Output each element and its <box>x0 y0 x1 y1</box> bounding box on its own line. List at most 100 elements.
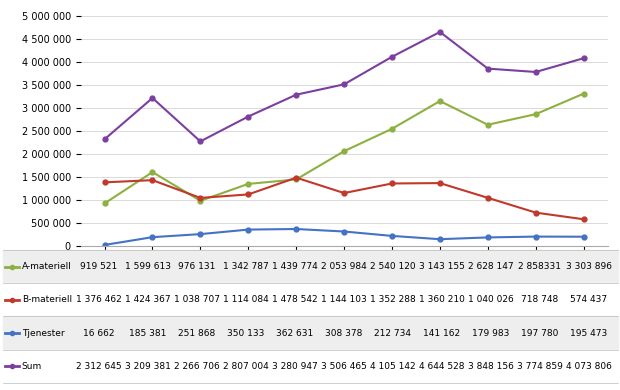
Text: 3 774 859: 3 774 859 <box>517 362 562 370</box>
Text: 1 439 774: 1 439 774 <box>272 262 317 271</box>
Tjenester <box>149 235 156 239</box>
Text: 3 506 465: 3 506 465 <box>321 362 366 370</box>
Line: A-materiell: A-materiell <box>102 91 586 206</box>
Sum <box>580 56 587 60</box>
Line: B-materiell: B-materiell <box>102 175 586 222</box>
Text: 212 734: 212 734 <box>374 328 411 337</box>
B-materiell <box>340 191 348 195</box>
A-materiell <box>293 177 300 182</box>
B-materiell <box>197 195 204 200</box>
Text: 195 473: 195 473 <box>570 328 608 337</box>
Text: 2 312 645: 2 312 645 <box>76 362 122 370</box>
Text: 2 628 147: 2 628 147 <box>468 262 513 271</box>
Text: 362 631: 362 631 <box>276 328 314 337</box>
Bar <box>3 349 618 383</box>
Text: 141 162: 141 162 <box>423 328 460 337</box>
Text: 2 053 984: 2 053 984 <box>321 262 366 271</box>
B-materiell <box>388 181 396 186</box>
Text: 3 280 947: 3 280 947 <box>272 362 317 370</box>
Text: 2 807 004: 2 807 004 <box>223 362 268 370</box>
Text: 1 114 084: 1 114 084 <box>223 295 268 304</box>
Sum <box>101 137 108 142</box>
Text: 1 599 613: 1 599 613 <box>125 262 171 271</box>
Line: Sum: Sum <box>102 30 586 144</box>
Sum <box>436 30 444 34</box>
Text: 976 131: 976 131 <box>178 262 216 271</box>
Text: 251 868: 251 868 <box>178 328 216 337</box>
Sum <box>197 139 204 144</box>
Text: 179 983: 179 983 <box>472 328 510 337</box>
Text: 308 378: 308 378 <box>325 328 363 337</box>
Text: 4 105 142: 4 105 142 <box>370 362 415 370</box>
Text: 4 644 528: 4 644 528 <box>419 362 464 370</box>
Bar <box>3 316 618 349</box>
B-materiell <box>149 178 156 183</box>
Text: 1 424 367: 1 424 367 <box>125 295 170 304</box>
Text: 3 143 155: 3 143 155 <box>419 262 464 271</box>
Tjenester <box>293 227 300 231</box>
Tjenester <box>197 232 204 236</box>
A-materiell <box>436 99 444 103</box>
A-materiell <box>197 199 204 203</box>
Tjenester <box>340 229 348 234</box>
Tjenester <box>532 234 539 239</box>
Text: 1 144 103: 1 144 103 <box>321 295 366 304</box>
Text: 1 360 210: 1 360 210 <box>419 295 464 304</box>
Sum <box>149 96 156 100</box>
A-materiell <box>101 201 108 206</box>
Tjenester <box>388 234 396 238</box>
Text: 185 381: 185 381 <box>129 328 167 337</box>
Text: 16 662: 16 662 <box>83 328 115 337</box>
A-materiell <box>532 112 539 117</box>
Text: 1 376 462: 1 376 462 <box>76 295 122 304</box>
Sum <box>244 114 252 119</box>
Text: 1 040 026: 1 040 026 <box>468 295 513 304</box>
Tjenester <box>484 235 492 240</box>
Text: 718 748: 718 748 <box>521 295 559 304</box>
Text: 3 848 156: 3 848 156 <box>468 362 513 370</box>
A-materiell <box>580 91 587 96</box>
Sum <box>293 92 300 97</box>
Text: A-materiell: A-materiell <box>22 262 71 271</box>
Text: 1 352 288: 1 352 288 <box>370 295 415 304</box>
B-materiell <box>580 217 587 222</box>
Tjenester <box>580 234 587 239</box>
Text: 574 437: 574 437 <box>570 295 607 304</box>
Text: B-materiell: B-materiell <box>22 295 72 304</box>
B-materiell <box>293 176 300 180</box>
Text: 1 342 787: 1 342 787 <box>223 262 268 271</box>
Tjenester <box>244 227 252 232</box>
A-materiell <box>149 170 156 174</box>
Text: 3 209 381: 3 209 381 <box>125 362 170 370</box>
Text: 2 540 120: 2 540 120 <box>370 262 415 271</box>
B-materiell <box>244 192 252 197</box>
B-materiell <box>484 195 492 200</box>
A-materiell <box>388 126 396 131</box>
Text: Sum: Sum <box>22 362 42 370</box>
A-materiell <box>244 182 252 186</box>
Bar <box>3 283 618 316</box>
B-materiell <box>532 210 539 215</box>
Bar <box>3 250 618 283</box>
Text: 1 038 707: 1 038 707 <box>174 295 220 304</box>
Text: 3 303 896: 3 303 896 <box>565 262 612 271</box>
Tjenester <box>101 243 108 247</box>
Text: 350 133: 350 133 <box>227 328 265 337</box>
A-materiell <box>340 149 348 154</box>
Text: 4 073 806: 4 073 806 <box>566 362 611 370</box>
Line: Tjenester: Tjenester <box>102 227 586 247</box>
Text: 2 266 706: 2 266 706 <box>174 362 219 370</box>
Tjenester <box>436 237 444 241</box>
Sum <box>340 82 348 87</box>
Sum <box>532 70 539 74</box>
Text: 2 858331: 2 858331 <box>518 262 561 271</box>
Text: 1 478 542: 1 478 542 <box>272 295 317 304</box>
Text: Tjenester: Tjenester <box>22 328 64 337</box>
B-materiell <box>436 181 444 185</box>
B-materiell <box>101 180 108 185</box>
Sum <box>484 66 492 71</box>
A-materiell <box>484 122 492 127</box>
Text: 919 521: 919 521 <box>80 262 118 271</box>
Sum <box>388 55 396 59</box>
Text: 197 780: 197 780 <box>521 328 559 337</box>
